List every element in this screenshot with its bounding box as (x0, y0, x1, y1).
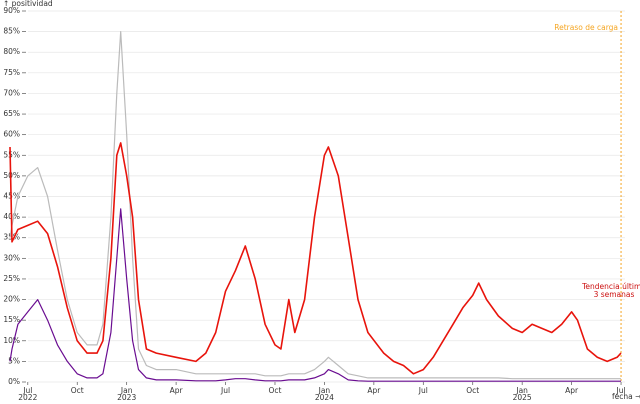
y-tick-label: 55% (3, 150, 20, 159)
y-tick-label: 85% (3, 27, 20, 36)
y-tick-label: 15% (3, 315, 20, 324)
y-tick-label: 60% (3, 130, 20, 139)
year-label: 2023 (117, 393, 136, 400)
x-tick-label: Jul (22, 386, 32, 395)
year-label: 2025 (513, 393, 532, 400)
series-line (9, 31, 621, 380)
series-line (9, 208, 621, 382)
x-tick-label: Oct (466, 386, 479, 395)
x-tick-label: Oct (71, 386, 84, 395)
series-line (9, 142, 622, 375)
x-tick-label: Jan (515, 386, 528, 395)
x-tick-label: Oct (268, 386, 281, 395)
y-tick-label: 10% (3, 336, 20, 345)
trend-note: 3 semanas (594, 290, 635, 299)
y-tick-label: 90% (3, 6, 20, 15)
y-tick-label: 80% (3, 47, 20, 56)
x-tick-label: Jan (318, 386, 331, 395)
year-label: 2024 (315, 393, 334, 400)
x-tick-label: Apr (565, 386, 579, 395)
trend-note: Tendencia última (581, 282, 640, 291)
y-tick-label: 30% (3, 253, 20, 262)
delay-label: Retraso de carga (554, 23, 618, 32)
y-tick-label: 0% (8, 377, 20, 386)
y-axis-label: ↑ positividad (3, 0, 53, 8)
y-tick-label: 75% (3, 68, 20, 77)
year-label: 2022 (18, 393, 37, 400)
x-tick-label: Jul (616, 386, 626, 395)
y-tick-label: 25% (3, 274, 20, 283)
y-tick-label: 50% (3, 171, 20, 180)
x-tick-label: Jul (418, 386, 428, 395)
y-tick-label: 20% (3, 295, 20, 304)
x-tick-label: Jan (120, 386, 133, 395)
y-tick-label: 70% (3, 88, 20, 97)
x-tick-label: Apr (367, 386, 381, 395)
x-axis-label: fecha → (612, 392, 640, 400)
y-tick-label: 5% (8, 356, 20, 365)
x-tick-label: Apr (170, 386, 184, 395)
x-tick-label: Jul (220, 386, 230, 395)
y-tick-label: 65% (3, 109, 20, 118)
